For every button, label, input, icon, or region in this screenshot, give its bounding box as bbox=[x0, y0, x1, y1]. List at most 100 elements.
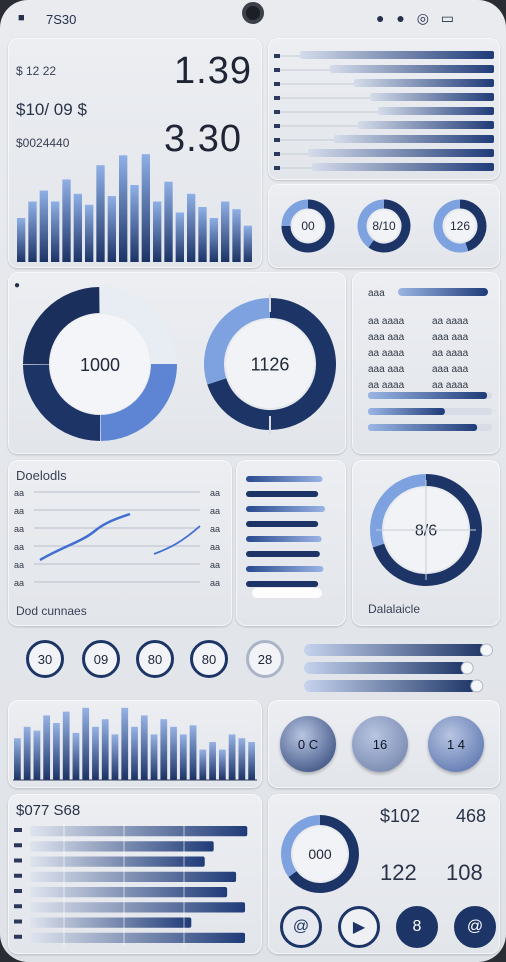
ring-button[interactable]: 80 bbox=[136, 640, 174, 678]
stat-value-2: 468 bbox=[456, 806, 487, 826]
bottom-stats-panel: 000 $102 468 122 108 @ ▶ 8 @ bbox=[268, 794, 500, 954]
y-label: aa bbox=[14, 560, 24, 570]
status-bar: ■ 7S30 ● ● ◎ ▭ bbox=[14, 2, 492, 32]
activity-bar bbox=[92, 726, 99, 780]
status-time: 7S30 bbox=[46, 12, 77, 27]
bottom-action-button[interactable]: 8 bbox=[396, 906, 438, 948]
summary-value-1: 1.39 bbox=[174, 50, 252, 92]
stacked-bar bbox=[30, 871, 237, 882]
row-tick bbox=[14, 934, 22, 939]
horizontal-bar bbox=[312, 163, 494, 171]
status-icons: ● ● ◎ ▭ bbox=[376, 10, 459, 26]
stacked-bar bbox=[30, 826, 248, 837]
line-chart-title: Doelodls bbox=[16, 468, 67, 483]
small-ring-label: 126 bbox=[450, 219, 470, 233]
small-ring-center bbox=[368, 210, 400, 242]
list-progress-fill bbox=[368, 392, 488, 399]
row-tick bbox=[14, 828, 22, 832]
horizontal-bar bbox=[378, 107, 494, 115]
stacked-bar bbox=[30, 917, 192, 928]
bar-list-highlight bbox=[252, 588, 322, 598]
ring-button[interactable]: 80 bbox=[190, 640, 228, 678]
summary-bar bbox=[221, 201, 230, 262]
small-rings: 00 8/10 126 bbox=[281, 199, 487, 253]
row-tick bbox=[274, 68, 280, 72]
summary-bar bbox=[51, 201, 60, 262]
ring-button[interactable]: 30 bbox=[26, 640, 64, 678]
list-row-left: aaa aaa bbox=[368, 364, 405, 375]
stacked-bar-chart bbox=[14, 824, 248, 946]
y-label-right: aa bbox=[210, 560, 220, 570]
y-label: aa bbox=[14, 578, 24, 588]
action-button[interactable]: 0 C bbox=[280, 716, 336, 772]
summary-bar bbox=[164, 181, 173, 262]
activity-bar bbox=[43, 715, 51, 780]
slider-group bbox=[300, 634, 500, 696]
activity-bar bbox=[101, 719, 109, 780]
row-tick bbox=[274, 54, 280, 58]
activity-bar bbox=[179, 734, 187, 780]
activity-bar bbox=[131, 726, 138, 780]
row-tick bbox=[274, 152, 280, 156]
list-row-right: aa aaaa bbox=[432, 316, 469, 327]
donut2-label: 1126 bbox=[251, 354, 290, 374]
list-rows: aaa aa aaaa aa aaaa aaa aaa aaa aaa aa aaaa aa… bbox=[368, 288, 492, 431]
row-tick bbox=[14, 873, 22, 878]
stacked-bars-panel: $077 S68 bbox=[8, 794, 262, 954]
summary-panel: $ 12 22 1.39 $10/ 09 $ $0024440 3.30 bbox=[8, 38, 262, 268]
activity-bar bbox=[160, 719, 168, 780]
list-row-left: aa aaaa bbox=[368, 380, 405, 391]
summary-bar bbox=[96, 165, 105, 262]
list-header: aaa bbox=[368, 288, 385, 299]
line-chart: aa aa aa aa aa aa aa aa aa aa aa aa bbox=[14, 488, 220, 588]
activity-bar bbox=[199, 749, 207, 780]
row-tick bbox=[274, 96, 280, 100]
summary-label-3: $0024440 bbox=[16, 136, 70, 150]
ring-button[interactable]: 09 bbox=[82, 640, 120, 678]
action-button[interactable]: 16 bbox=[352, 716, 408, 772]
activity-bar bbox=[53, 723, 60, 780]
list-row-right: aa aaaa bbox=[432, 348, 469, 359]
donut-segment bbox=[23, 363, 101, 441]
summary-bar bbox=[119, 155, 128, 262]
activity-bar bbox=[170, 726, 177, 780]
activity-bar bbox=[209, 742, 216, 780]
y-label-right: aa bbox=[210, 542, 220, 552]
stacked-bar bbox=[30, 841, 214, 852]
donut2-arc bbox=[207, 298, 336, 430]
camera-icon bbox=[242, 2, 264, 24]
ring-button[interactable]: 28 bbox=[246, 640, 284, 678]
action-button[interactable]: 1 4 bbox=[428, 716, 484, 772]
activity-bar bbox=[111, 734, 119, 780]
horizontal-bar bbox=[334, 135, 494, 143]
small-ring-arc-2 bbox=[433, 199, 469, 253]
big-ring-caption: Dalalaicle bbox=[368, 602, 421, 616]
activity-bar bbox=[189, 725, 197, 780]
bar-list bbox=[246, 476, 326, 598]
list-panel: aaa aa aaaa aa aaaa aaa aaa aaa aaa aa aaaa aa… bbox=[352, 272, 500, 454]
donut2-arc-2 bbox=[204, 298, 271, 385]
y-label-right: aa bbox=[210, 524, 220, 534]
activity-bar bbox=[228, 734, 236, 780]
bottom-ring-arc-2 bbox=[281, 815, 321, 877]
bottom-action-button[interactable]: ▶ bbox=[338, 906, 380, 948]
stacked-bars-label: $077 S68 bbox=[16, 802, 81, 819]
stat-value-4: 108 bbox=[446, 860, 483, 885]
small-ring-arc-2 bbox=[357, 199, 385, 248]
y-label: aa bbox=[14, 542, 24, 552]
summary-bar bbox=[209, 218, 218, 262]
activity-bars-panel bbox=[8, 700, 262, 788]
small-ring-arc bbox=[368, 199, 411, 253]
stacked-bar bbox=[30, 887, 228, 898]
y-label: aa bbox=[14, 524, 24, 534]
sliders[interactable] bbox=[300, 634, 500, 696]
bottom-action-button[interactable]: @ bbox=[280, 906, 322, 948]
row-tick bbox=[274, 138, 280, 142]
list-row-left: aaa aaa bbox=[368, 332, 405, 343]
stat-value-1: $102 bbox=[380, 806, 421, 826]
activity-bar bbox=[82, 707, 90, 780]
slider-thumb bbox=[460, 661, 474, 675]
list-progress-fill bbox=[368, 424, 478, 431]
donut2-center bbox=[226, 320, 314, 408]
bottom-action-button[interactable]: @ bbox=[454, 906, 496, 948]
